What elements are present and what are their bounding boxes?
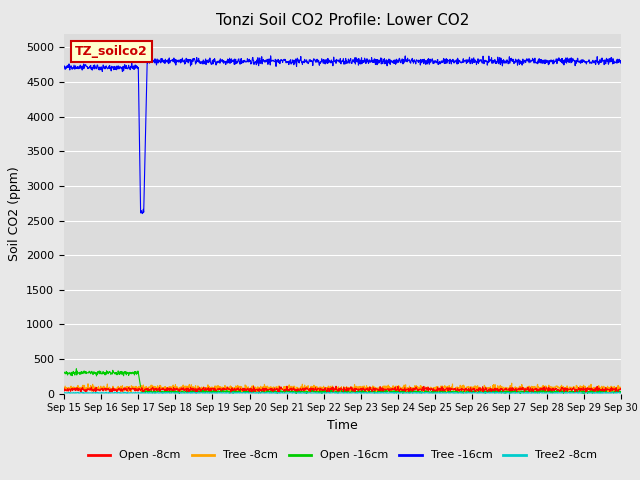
Title: Tonzi Soil CO2 Profile: Lower CO2: Tonzi Soil CO2 Profile: Lower CO2 — [216, 13, 469, 28]
Y-axis label: Soil CO2 (ppm): Soil CO2 (ppm) — [8, 166, 20, 261]
Text: TZ_soilco2: TZ_soilco2 — [75, 45, 148, 58]
X-axis label: Time: Time — [327, 419, 358, 432]
Legend: Open -8cm, Tree -8cm, Open -16cm, Tree -16cm, Tree2 -8cm: Open -8cm, Tree -8cm, Open -16cm, Tree -… — [84, 446, 601, 465]
